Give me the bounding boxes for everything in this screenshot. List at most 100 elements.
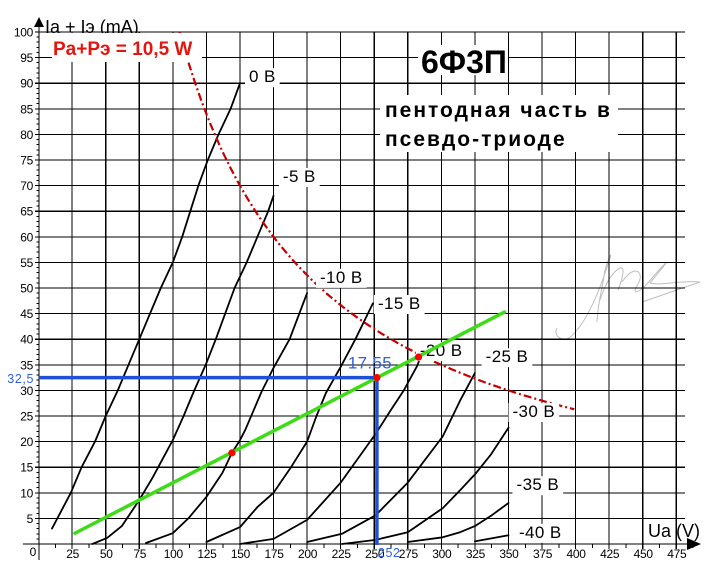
y-tick-label: 30 [20,384,33,398]
x-tick-label: 350 [499,547,519,561]
marked-point [228,449,236,457]
title-box [418,45,508,75]
curve-label: -25 В [486,347,529,366]
curve-label-group: -35 В [512,475,564,496]
y-tick-label: 15 [20,461,33,475]
y-axis-arrow-icon [34,17,44,27]
x-tick-label: 50 [100,547,113,561]
curve-label-group: -40 В [514,523,566,543]
marked-point [373,374,381,382]
x-tick-label: 275 [399,547,419,561]
curve-label-box [278,168,320,188]
curve-label-box [415,342,467,362]
operating-current-label: 32,5 [7,372,34,386]
x-tick-label: 200 [298,547,318,561]
power-label-box [52,33,202,62]
x-tick-label: 250 [365,547,385,561]
axes [23,17,701,560]
operating-point-annotation: 17.55 [348,354,392,373]
x-tick-label: 125 [197,547,217,561]
curve-label: -20 В [420,341,463,360]
y-tick-label: 25 [20,410,33,424]
subtitle-line-2: псевдо-триоде [385,128,567,151]
curve-labels: 0 В -5 В -10 В -15 В -20 В -25 В -30 В -35 В -40… [244,67,566,543]
y-tick-label: 55 [20,256,33,270]
x-tick-label: 175 [264,547,284,561]
y-tick-label: 60 [20,230,33,244]
load-line-group [73,310,507,535]
y-tick-label: 90 [20,77,33,91]
x-tick-label: 425 [600,547,620,561]
x-tick-label: 400 [567,547,587,561]
chart-title: 6Ф3П [421,44,507,80]
x-tick-label: 475 [667,547,687,561]
subtitle-line-1: пентодная часть в [385,99,612,122]
curve-label-group: -30 В [508,402,560,423]
y-tick-label: 10 [20,486,33,500]
subtitle-box [380,95,618,152]
x-tick-label: 325 [466,547,486,561]
curve-label-group: -10 В [315,268,367,288]
curve-label-box [315,268,367,288]
y-tick-label: 65 [20,205,33,219]
operating-point-lines: 32,5 252 17.55 [7,354,400,560]
y-tick-label: 70 [20,179,33,193]
curve-ug1-minus10 [145,292,309,544]
marked-points [228,353,423,457]
y-tick-label: 35 [20,358,33,372]
curve-label-box [508,403,560,423]
y-tick-label: 80 [20,128,33,142]
origin-label: 0 [30,545,37,559]
curve-label: 0 В [249,67,276,86]
curve-label-box [481,348,533,368]
curve-ug1-minus25 [306,372,476,543]
curve-label-box [512,476,564,496]
y-tick-label: 5 [27,512,34,526]
x-tick-label: 375 [533,547,553,561]
operating-voltage-label: 252 [378,546,401,560]
power-limit-label: Pa+Pэ = 10,5 W [53,39,192,60]
x-tick-label: 300 [432,547,452,561]
curve-label: -10 В [320,268,363,287]
y-tick-label: 50 [20,282,33,296]
x-tick-label: 150 [231,547,251,561]
y-tick-label: 45 [20,307,33,321]
curve-label-group: -5 В [278,167,320,188]
curve-label-group: 0 В [244,67,280,88]
y-axis-title: Ia + Iэ (mA) [45,17,139,37]
y-tick-label: 75 [20,154,33,168]
x-tick-label: 75 [133,547,146,561]
y-tick-label: 20 [20,435,33,449]
curve-label: -40 В [519,523,562,542]
curve-label-group: -20 В [415,341,467,362]
x-tick-label: 225 [332,547,352,561]
x-axis-title: Ua (V) [648,521,700,541]
x-tick-label: 100 [164,547,184,561]
curve-ug1-0 [51,82,241,530]
curve-label-group: -15 В [373,294,425,314]
y-tick-label: 40 [20,333,33,347]
x-axis-arrow-icon [687,538,701,550]
curve-label: -5 В [283,167,316,186]
curve-label-group: -25 В [481,347,533,368]
y-tick-label: 85 [20,102,33,116]
x-tick-label: 450 [634,547,654,561]
grid [35,31,685,549]
curve-label: -15 В [378,294,421,313]
curve-ug1-minus35 [406,502,510,543]
curve-label: -35 В [517,475,560,494]
curve-label-box [244,68,280,88]
curve-label-box [514,523,566,543]
marked-point [414,353,423,361]
y-tick-label: 100 [14,26,34,40]
tick-labels: 25 50 75 100 125 150 175 200 225 250 275 300 325 350 3… [14,26,687,562]
power-dissipation-curve [178,31,575,411]
curve-label-box [373,294,425,314]
curve-label: -30 В [513,402,556,421]
curve-ug1-minus40 [473,534,510,543]
load-line [73,310,507,535]
curve-ug1-minus30 [341,426,510,545]
x-tick-label: 25 [66,547,79,561]
y-tick-label: 95 [20,51,33,65]
